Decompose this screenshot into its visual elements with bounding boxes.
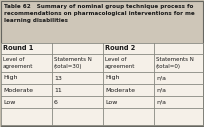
Text: 13: 13 [54, 75, 62, 81]
Text: High: High [3, 75, 18, 81]
Text: 6: 6 [54, 99, 58, 105]
Text: Low: Low [105, 99, 117, 105]
Text: Level of
agreement: Level of agreement [105, 57, 135, 69]
Text: Round 1: Round 1 [3, 45, 33, 52]
Text: Moderate: Moderate [3, 88, 33, 92]
Text: High: High [105, 75, 120, 81]
Text: Statements N
(total=30): Statements N (total=30) [54, 57, 92, 69]
Text: n/a: n/a [156, 99, 166, 105]
Text: 11: 11 [54, 88, 62, 92]
Text: Statements N
(total=0): Statements N (total=0) [156, 57, 194, 69]
Text: Table 62   Summary of nominal group technique process fo
recommendations on phar: Table 62 Summary of nominal group techni… [4, 4, 195, 23]
Text: Level of
agreement: Level of agreement [3, 57, 33, 69]
Bar [1, 43, 203, 125]
Text: Low: Low [3, 99, 15, 105]
Text: Round 2: Round 2 [105, 45, 135, 52]
Bar [1, 54, 203, 72]
Text: n/a: n/a [156, 75, 166, 81]
Text: Moderate: Moderate [105, 88, 135, 92]
Text: n/a: n/a [156, 88, 166, 92]
